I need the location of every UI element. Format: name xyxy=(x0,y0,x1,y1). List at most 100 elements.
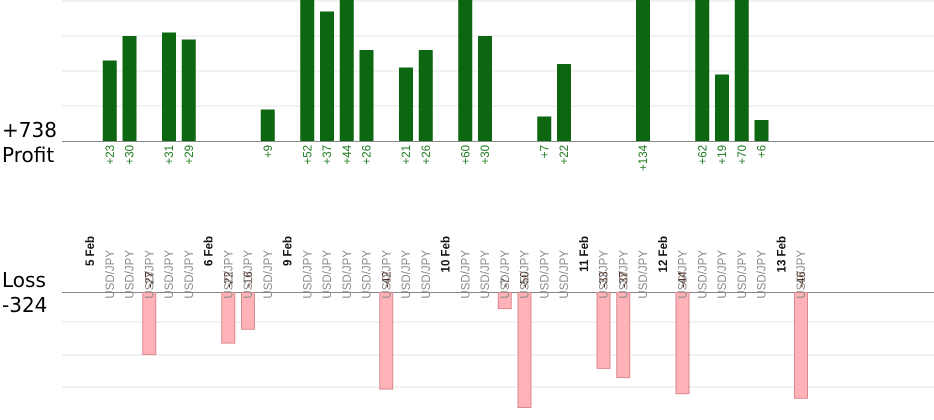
loss-bar xyxy=(497,292,512,310)
pair-label: USD/JPY xyxy=(223,250,235,299)
loss-value-label: -44 xyxy=(678,271,690,288)
profit-bar xyxy=(478,36,492,141)
profit-bar xyxy=(636,0,650,141)
profit-value-label: +60 xyxy=(460,145,472,165)
pair-label: USD/JPY xyxy=(618,250,630,299)
loss-value-label: -22 xyxy=(223,271,235,288)
pair-label: USD/JPY xyxy=(401,250,413,299)
profit-value-label: +26 xyxy=(362,145,374,165)
profit-total: +738 xyxy=(2,118,57,142)
trade-bars xyxy=(102,0,808,408)
profit-value-label: +134 xyxy=(638,144,650,171)
loss-bar xyxy=(221,292,236,344)
profit-bar xyxy=(320,11,334,141)
loss-bar xyxy=(616,292,631,379)
pair-label: USD/JPY xyxy=(599,250,611,299)
date-label: 9 Feb xyxy=(283,236,295,266)
pair-label: USD/JPY xyxy=(737,250,749,299)
loss-bar xyxy=(241,292,255,330)
pair-label: USD/JPY xyxy=(381,250,393,299)
profit-bar xyxy=(557,64,571,141)
loss-bar xyxy=(379,292,394,390)
profit-value-label: +29 xyxy=(184,145,196,165)
profit-value-label: +70 xyxy=(737,145,749,165)
date-label: 6 Feb xyxy=(204,236,216,266)
date-label: 10 Feb xyxy=(441,236,453,272)
pair-label: USD/JPY xyxy=(184,250,196,299)
loss-bar xyxy=(675,292,690,395)
profit-bar xyxy=(300,0,315,141)
profit-value-label: +22 xyxy=(559,145,571,165)
pair-label: USD/JPY xyxy=(539,250,551,299)
pair-label: USD/JPY xyxy=(144,250,156,299)
loss-value-label: -33 xyxy=(599,271,611,288)
pair-label: USD/JPY xyxy=(697,250,709,299)
profit-value-label: +9 xyxy=(263,145,275,158)
pair-label: USD/JPY xyxy=(796,250,808,299)
date-label: 5 Feb xyxy=(85,236,97,266)
profit-value-label: +44 xyxy=(342,144,354,164)
loss-value-label: -7 xyxy=(500,278,512,288)
profit-value-label: +7 xyxy=(539,145,551,158)
pair-label: USD/JPY xyxy=(164,250,176,299)
profit-label: Profit xyxy=(2,143,54,167)
loss-value-label: -42 xyxy=(381,271,393,288)
profit-value-label: +6 xyxy=(757,145,769,158)
loss-value-label: -27 xyxy=(144,271,156,288)
pair-label: USD/JPY xyxy=(678,250,690,299)
profit-bar xyxy=(181,39,196,141)
profit-bar xyxy=(359,50,374,141)
pair-label: USD/JPY xyxy=(243,250,255,299)
pair-label: USD/JPY xyxy=(125,250,137,299)
slot-labels: 5 Feb USD/JPY USD/JPY USD/JPY USD/JPY USD/JPY… xyxy=(85,236,808,299)
loss-label: Loss xyxy=(2,268,46,292)
profit-value-label: +23 xyxy=(105,145,117,165)
profit-bar xyxy=(715,74,729,141)
profit-value-label: +62 xyxy=(697,145,709,165)
profit-bar xyxy=(260,109,275,141)
value-labels: +23 +30 -27 +31 +29 -22 -16 +9 +52 +37 +44 +26 -42 +2… xyxy=(105,144,808,288)
loss-bar xyxy=(517,292,532,408)
profit-bar xyxy=(458,0,473,141)
profit-bar xyxy=(162,32,176,141)
loss-value-label: -37 xyxy=(618,271,630,288)
profit-value-label: +19 xyxy=(717,145,729,165)
date-label: 12 Feb xyxy=(658,236,670,272)
profit-value-label: +37 xyxy=(322,145,334,165)
profit-bar xyxy=(734,0,749,141)
pair-label: USD/JPY xyxy=(421,250,433,299)
pair-label: USD/JPY xyxy=(559,250,571,299)
grid-lines xyxy=(62,0,934,388)
pair-label: USD/JPY xyxy=(263,250,275,299)
profit-value-label: +26 xyxy=(421,145,433,165)
pair-label: USD/JPY xyxy=(480,250,492,299)
profit-bar xyxy=(537,116,552,141)
profit-value-label: +30 xyxy=(125,145,137,165)
profit-value-label: +30 xyxy=(480,145,492,165)
pair-label: USD/JPY xyxy=(105,250,117,299)
pair-label: USD/JPY xyxy=(757,250,769,299)
profit-bar xyxy=(418,50,433,141)
profit-bar xyxy=(122,36,137,141)
date-label: 13 Feb xyxy=(776,236,788,272)
profit-bar xyxy=(695,0,710,141)
date-label: 11 Feb xyxy=(579,236,591,272)
profit-bar xyxy=(102,60,117,141)
loss-bar xyxy=(596,292,611,369)
loss-value-label: -50 xyxy=(520,271,532,288)
pair-label: USD/JPY xyxy=(717,250,729,299)
pair-label: USD/JPY xyxy=(500,250,512,299)
pair-label: USD/JPY xyxy=(638,250,650,299)
profit-value-label: +52 xyxy=(302,145,314,165)
profit-value-label: +31 xyxy=(164,145,176,165)
pair-label: USD/JPY xyxy=(322,250,334,299)
loss-bar xyxy=(142,292,157,356)
loss-total: -324 xyxy=(2,293,47,317)
loss-value-label: -46 xyxy=(796,271,808,288)
loss-bar xyxy=(794,292,808,399)
profit-value-label: +21 xyxy=(401,145,413,165)
profit-bar xyxy=(339,0,354,141)
pair-label: USD/JPY xyxy=(362,250,374,299)
profit-bar xyxy=(399,67,413,141)
